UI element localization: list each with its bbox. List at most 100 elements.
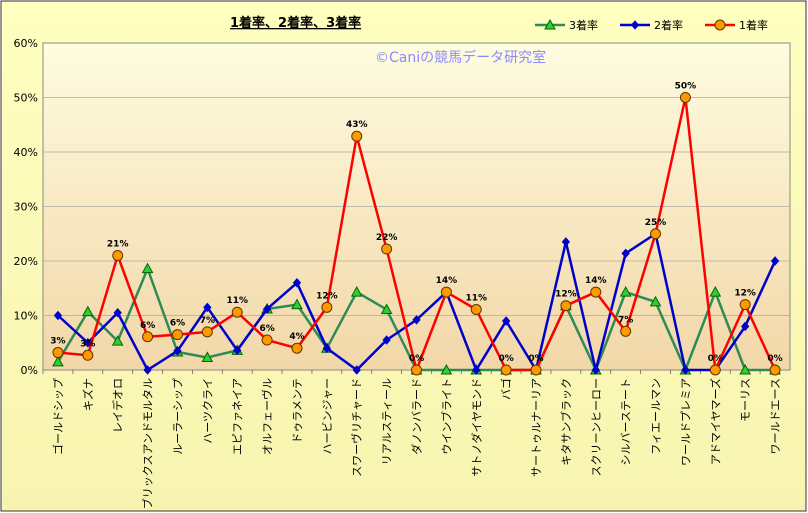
marker-circle (201, 326, 213, 338)
marker-diamond (173, 346, 182, 356)
legend-label: 3着率 (569, 18, 598, 32)
marker-circle (261, 334, 273, 346)
marker-diamond (741, 321, 750, 332)
data-label: 0% (528, 354, 543, 364)
legend-label: 2着率 (654, 18, 683, 32)
x-axis: ゴールドシップ キズナ レイデオロ ブリックスアンドモルタル ルーラーシップ ハーツクライ… (42, 370, 782, 509)
data-label: 4% (289, 332, 304, 342)
marker-triangle (291, 298, 303, 310)
marker-diamond (561, 237, 571, 247)
x-tick-label: モーリス (739, 378, 752, 422)
data-labels: 3% 3% 21% 6% 6% 7% 11% 6% 4% 12% 43% 22% 0% 14% 11% 0% 0… (50, 82, 782, 365)
watermark: ©Caniの競馬データ研究室 (375, 49, 546, 66)
x-tick-label: スワーヴリチャード (350, 378, 364, 477)
legend-item: 1着率 (705, 18, 768, 32)
series-layer (52, 92, 781, 376)
marker-triangle (709, 286, 722, 297)
marker-diamond (770, 256, 780, 266)
marker-circle (142, 331, 154, 343)
marker-diamond (501, 316, 511, 326)
y-tick-label: 40% (14, 146, 38, 159)
x-tick-label: エピファネイア (231, 378, 244, 455)
x-tick-label: バゴ (499, 378, 513, 400)
data-label: 0% (708, 354, 723, 364)
marker-triangle (649, 295, 662, 307)
marker-diamond (203, 302, 212, 313)
x-tick-label: ブリックスアンドモルタル (141, 378, 155, 509)
data-label: 12% (555, 290, 577, 300)
marker-triangle (141, 262, 154, 274)
legend: 3着率 2着率 1着率 (535, 18, 768, 32)
legend-label: 1着率 (739, 18, 768, 32)
marker-circle (440, 286, 452, 298)
data-label: 0% (409, 354, 424, 364)
marker-triangle (201, 351, 214, 362)
data-label: 3% (50, 337, 65, 347)
data-label: 6% (140, 321, 155, 331)
marker-diamond (472, 365, 481, 375)
grid (43, 97, 790, 316)
y-tick-label: 50% (14, 92, 38, 105)
marker-triangle (619, 286, 632, 297)
marker-diamond (382, 335, 391, 345)
series-3 (52, 92, 781, 376)
data-label: 14% (585, 276, 607, 286)
y-tick-label: 10% (14, 310, 38, 323)
marker-diamond (53, 310, 63, 321)
marker-diamond (352, 365, 361, 375)
x-tick-label: キズナ (81, 378, 95, 411)
y-tick-label: 20% (14, 255, 38, 268)
marker-circle (171, 329, 183, 341)
marker-triangle (52, 355, 64, 367)
data-label: 12% (316, 291, 338, 301)
x-tick-label: ウインブライト (439, 378, 453, 455)
marker-circle (560, 300, 572, 312)
marker-circle (52, 347, 64, 359)
data-label: 43% (346, 120, 368, 130)
x-tick-label: サトノダイヤモンド (469, 378, 483, 477)
data-label: 3% (80, 339, 95, 349)
x-tick-label: ルーラーシップ (171, 378, 184, 455)
marker-diamond (292, 278, 302, 288)
marker-triangle (440, 363, 453, 375)
x-tick-label: ワールドエース (769, 378, 782, 454)
data-label: 7% (200, 316, 215, 326)
data-label: 21% (107, 240, 129, 250)
marker-circle (714, 19, 726, 31)
marker-circle (530, 364, 542, 376)
marker-diamond (591, 365, 600, 375)
chart-title: 1着率、2着率、3着率 (230, 15, 361, 31)
marker-circle (381, 243, 393, 255)
marker-circle (739, 299, 751, 311)
marker-circle (769, 364, 781, 376)
marker-circle (231, 306, 243, 318)
data-label: 6% (259, 324, 274, 334)
data-label: 0% (498, 354, 513, 364)
x-tick-label: オルフェーヴル (260, 378, 274, 455)
x-tick-label: サートゥルナーリア (530, 378, 543, 477)
marker-triangle (380, 303, 393, 315)
data-label: 0% (767, 354, 782, 364)
y-tick-label: 0% (21, 364, 38, 377)
x-tick-label: ワールドプレミア (679, 378, 692, 466)
marker-circle (709, 364, 721, 376)
marker-triangle (350, 286, 363, 297)
marker-circle (411, 364, 422, 376)
data-label: 14% (436, 276, 458, 286)
x-tick-label: リアルスティール (381, 378, 394, 465)
data-label: 11% (226, 296, 248, 306)
data-label: 22% (376, 233, 398, 243)
marker-diamond (233, 345, 242, 356)
marker-circle (82, 349, 94, 361)
marker-circle (590, 286, 602, 298)
marker-circle (470, 304, 482, 316)
x-tick-label: ゴールドシップ (51, 378, 65, 455)
legend-item: 2着率 (620, 18, 683, 32)
x-tick-label: レイデオロ (111, 378, 125, 433)
marker-circle (620, 325, 632, 337)
marker-diamond (143, 365, 152, 375)
marker-diamond (630, 20, 640, 30)
legend-item: 3着率 (535, 18, 598, 32)
marker-circle (351, 130, 363, 142)
